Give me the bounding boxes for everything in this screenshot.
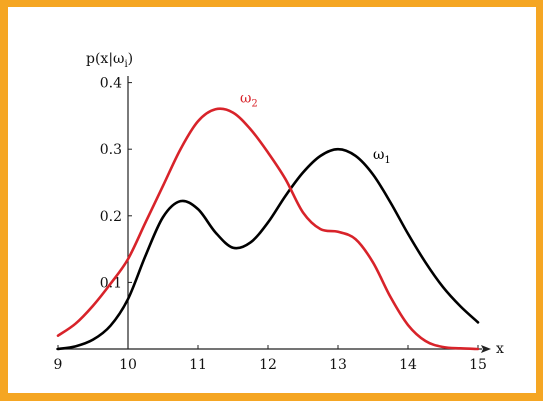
y-tick-label: 0.3 (100, 142, 122, 158)
x-tick-label: 13 (329, 357, 347, 373)
series-label-1: ω1 (373, 147, 391, 166)
x-axis-arrow (481, 345, 491, 353)
y-tick-label: 0.2 (100, 209, 122, 225)
series-label-2: ω2 (240, 91, 258, 110)
x-axis-label: x (496, 341, 504, 357)
series-line-2 (56, 107, 480, 351)
x-tick-label: 14 (399, 357, 417, 373)
x-tick-label: 10 (119, 357, 137, 373)
x-tick-label: 11 (189, 357, 207, 373)
x-tick-label: 9 (54, 357, 63, 373)
y-tick-label: 0.4 (100, 76, 122, 92)
y-axis-label: p(x|ωi) (86, 51, 133, 70)
x-tick-label: 12 (259, 357, 277, 373)
x-tick-label: 15 (469, 357, 487, 373)
series-line-1 (56, 147, 480, 351)
